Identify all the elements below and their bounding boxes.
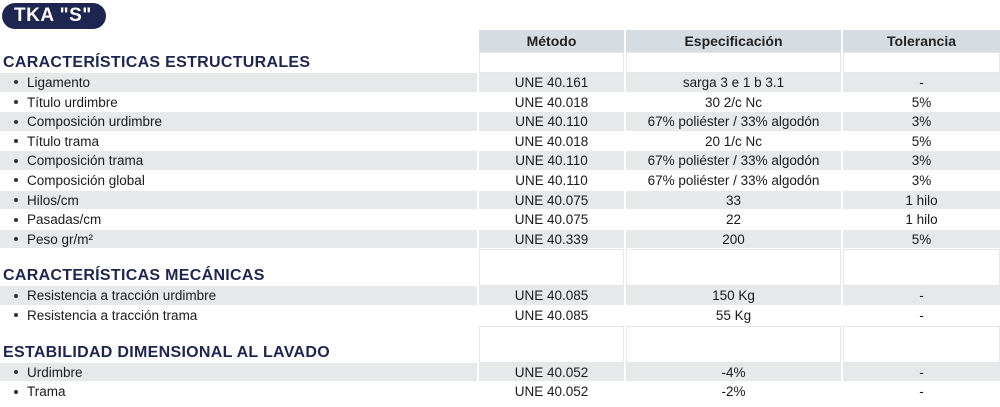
row-value: 67% poliéster / 33% algodón — [647, 173, 820, 188]
row-label: Urdimbre — [0, 362, 477, 382]
row-label: Trama — [27, 384, 66, 400]
row-label: Pasadas/cm — [27, 212, 102, 228]
bullet — [14, 369, 18, 374]
row-label: Resistencia a tracción urdimbre — [0, 286, 477, 305]
bullet — [14, 389, 18, 394]
row-value: 1 hilo — [843, 190, 1000, 210]
row-value: - — [843, 286, 1000, 305]
row-label: Composición trama — [0, 151, 477, 170]
row-label: Título trama — [27, 133, 100, 149]
row-value: UNE 40.052 — [479, 362, 624, 382]
row-value: -4% — [626, 362, 841, 382]
row-value: 5% — [911, 94, 932, 110]
row-label: Título urdimbre — [27, 94, 118, 110]
blank-cell — [843, 249, 1000, 287]
blank-cell — [843, 325, 1000, 363]
row-label: Hilos/cm — [0, 190, 477, 210]
row-value: 3% — [843, 112, 1000, 131]
row-label: Ligamento — [0, 73, 477, 92]
section-title: CARACTERÍSTICAS MECÁNICAS — [3, 267, 265, 285]
row-value: 5% — [911, 133, 932, 149]
blank-cell — [479, 325, 624, 363]
bullet — [14, 293, 18, 298]
row-label: Peso gr/m² — [0, 229, 477, 249]
row-value: 20 1/c Nc — [704, 133, 763, 149]
bullet — [14, 119, 18, 124]
blank-cell — [843, 52, 1000, 73]
row-value: UNE 40.075 — [514, 212, 589, 228]
bullet — [14, 80, 18, 85]
bullet — [14, 158, 18, 163]
row-value: 3% — [843, 151, 1000, 170]
row-value: - — [919, 384, 924, 400]
row-value: UNE 40.110 — [479, 112, 624, 131]
bullet — [14, 313, 18, 318]
row-label: Composición urdimbre — [0, 112, 477, 131]
row-value: 1 hilo — [905, 212, 938, 228]
row-value: 3% — [911, 173, 932, 188]
row-value: UNE 40.018 — [514, 133, 589, 149]
bullet — [14, 99, 18, 104]
blank-cell — [626, 249, 841, 287]
bullet — [14, 139, 18, 144]
row-label: Resistencia a tracción trama — [27, 308, 198, 323]
row-value: - — [919, 308, 924, 323]
column-header: Método — [479, 30, 624, 52]
row-value: -2% — [721, 384, 746, 400]
row-value: 30 2/c Nc — [704, 94, 763, 110]
row-value: UNE 40.161 — [479, 73, 624, 92]
row-value: UNE 40.110 — [515, 173, 588, 188]
bullet — [14, 237, 18, 242]
row-value: sarga 3 e 1 b 3.1 — [626, 73, 841, 92]
row-value: UNE 40.339 — [479, 229, 624, 249]
row-value: UNE 40.085 — [514, 308, 589, 323]
row-value: 55 Kg — [715, 308, 752, 323]
title: TKA "S" — [2, 3, 106, 29]
row-value: 67% poliéster / 33% algodón — [626, 151, 841, 170]
bullet — [14, 217, 18, 222]
blank-cell — [479, 249, 624, 287]
row-value: UNE 40.052 — [514, 384, 589, 400]
row-value: 67% poliéster / 33% algodón — [626, 112, 841, 131]
row-value: UNE 40.018 — [514, 94, 589, 110]
row-value: UNE 40.085 — [479, 286, 624, 305]
blank-cell — [626, 52, 841, 73]
row-value: UNE 40.110 — [479, 151, 624, 170]
row-value: UNE 40.075 — [479, 190, 624, 210]
blank-cell — [626, 325, 841, 363]
row-value: - — [843, 73, 1000, 92]
row-label: Composición global — [27, 173, 145, 188]
column-header: Especificación — [626, 30, 841, 52]
row-value: - — [843, 362, 1000, 382]
row-value: 200 — [626, 229, 841, 249]
bullet — [14, 197, 18, 202]
bullet — [14, 178, 18, 183]
section-title: ESTABILIDAD DIMENSIONAL AL LAVADO — [3, 343, 330, 361]
section-title: CARACTERÍSTICAS ESTRUCTURALES — [3, 54, 311, 71]
row-value: 33 — [626, 190, 841, 210]
column-header: Tolerancia — [843, 30, 1000, 52]
row-value: 150 Kg — [626, 286, 841, 305]
row-value: 22 — [725, 212, 742, 228]
blank-cell — [479, 52, 624, 73]
row-value: 5% — [843, 229, 1000, 249]
